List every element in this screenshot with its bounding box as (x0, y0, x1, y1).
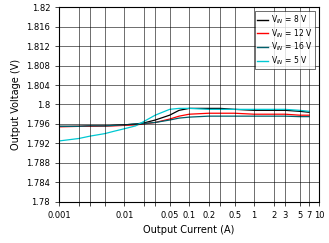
X-axis label: Output Current (A): Output Current (A) (143, 225, 235, 235)
Y-axis label: Output Voltage (V): Output Voltage (V) (11, 59, 21, 150)
Legend: V$_{IN}$ = 8 V, V$_{IN}$ = 12 V, V$_{IN}$ = 16 V, V$_{IN}$ = 5 V: V$_{IN}$ = 8 V, V$_{IN}$ = 12 V, V$_{IN}… (255, 11, 315, 69)
